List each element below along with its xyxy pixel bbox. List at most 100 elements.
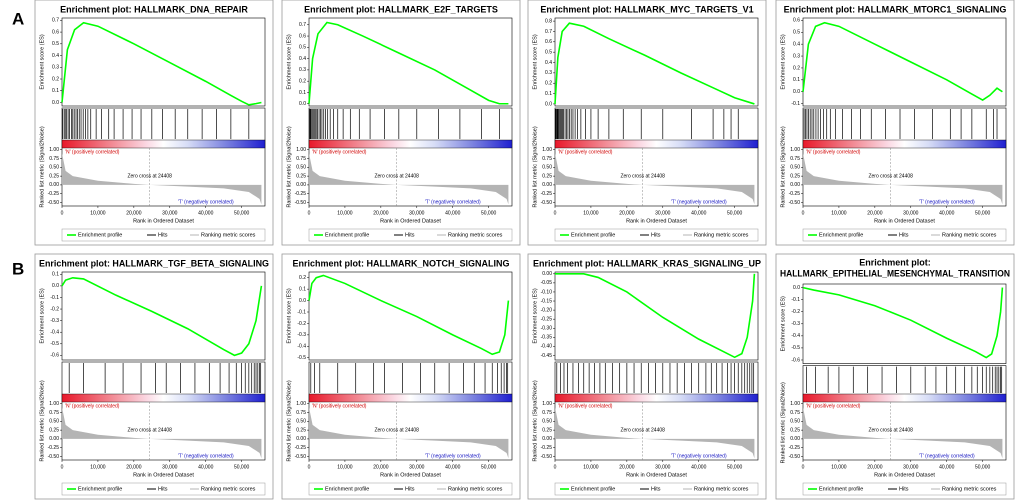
y2-tick-label: 0.00 <box>790 182 800 188</box>
y-tick-label: -0.10 <box>541 289 553 295</box>
chart-title: Enrichment plot: HALLMARK_E2F_TARGETS <box>304 4 498 14</box>
legend-label: Ranking metric scores <box>942 232 997 238</box>
pos-label: 'N' (positively correlated) <box>65 149 120 155</box>
y-axis-label: Enrichment score (ES) <box>39 34 45 89</box>
es-line <box>308 21 509 105</box>
panel-frame <box>34 253 274 500</box>
y-tick-label: 0.4 <box>545 60 552 66</box>
color-bar <box>61 393 266 403</box>
legend-label: Ranking metric scores <box>694 486 749 492</box>
y-tick-label: -0.35 <box>541 335 553 341</box>
x-tick-label: 0 <box>554 210 557 216</box>
y-axis-label: Enrichment score (ES) <box>780 34 786 89</box>
y2-tick-label: 0.00 <box>296 436 306 442</box>
x-tick-label: 0 <box>554 464 557 470</box>
y-tick-label: -0.2 <box>297 321 306 327</box>
chart-title: Enrichment plot: HALLMARK_MTORC1_SIGNALI… <box>784 4 1007 14</box>
es-line <box>61 21 262 106</box>
y-tick-label: 0.0 <box>793 89 800 95</box>
neg-label: 'T' (negatively correlated) <box>671 453 727 459</box>
y2-tick-label: 0.75 <box>296 410 306 416</box>
color-bar <box>802 393 1007 403</box>
y2-tick-label: 0.00 <box>542 436 552 442</box>
color-bar <box>61 139 266 149</box>
y-tick-label: 0.1 <box>793 77 800 83</box>
legend-label: Enrichment profile <box>78 486 122 492</box>
zero-cross-label: Zero cross at 24408 <box>620 173 665 179</box>
legend-label: Hits <box>651 486 661 492</box>
x-tick-label: 20,000 <box>619 210 635 216</box>
y2-tick-label: 0.25 <box>296 427 306 433</box>
legend-box <box>308 482 513 496</box>
x-tick-label: 40,000 <box>445 464 461 470</box>
es-frame <box>554 17 759 107</box>
x-tick-label: 40,000 <box>691 464 707 470</box>
y2-tick-label: -0.25 <box>541 445 553 451</box>
y-tick-label: 0.6 <box>52 29 59 35</box>
zero-cross-label: Zero cross at 24408 <box>127 173 172 179</box>
y-tick-label: -0.30 <box>541 326 553 332</box>
x-tick-label: 30,000 <box>162 210 178 216</box>
panel-frame <box>281 0 521 246</box>
legend-label: Hits <box>405 232 415 238</box>
y2-tick-label: -0.50 <box>48 454 60 460</box>
es-line <box>61 276 263 357</box>
es-line <box>802 286 1004 359</box>
y2-tick-label: 1.00 <box>296 147 306 153</box>
chart-title: Enrichment plot: <box>859 257 931 267</box>
y-tick-label: 0.5 <box>793 30 800 36</box>
y-axis-label: Enrichment score (ES) <box>286 34 292 89</box>
x-tick-label: 50,000 <box>234 464 250 470</box>
x-tick-label: 10,000 <box>337 464 353 470</box>
chart-title: Enrichment plot: HALLMARK_DNA_REPAIR <box>60 4 248 14</box>
chart-title: Enrichment plot: HALLMARK_KRAS_SIGNALING… <box>533 258 761 268</box>
y-tick-label: 0.3 <box>52 65 59 71</box>
x-tick-label: 0 <box>802 210 805 216</box>
y2-tick-label: 0.00 <box>790 436 800 442</box>
y-tick-label: 0.7 <box>52 18 59 24</box>
y2-tick-label: 1.00 <box>542 147 552 153</box>
y2-tick-label: 0.25 <box>790 173 800 179</box>
x-tick-label: 20,000 <box>126 464 142 470</box>
es-frame <box>554 271 759 361</box>
y2-tick-label: 1.00 <box>790 401 800 407</box>
y2-tick-label: -0.25 <box>789 191 801 197</box>
x-tick-label: 30,000 <box>903 210 919 216</box>
x-tick-label: 40,000 <box>939 464 955 470</box>
y-tick-label: 0.3 <box>545 70 552 76</box>
es-frame <box>61 17 266 107</box>
y-tick-label: 0.1 <box>52 272 59 278</box>
y2-tick-label: 1.00 <box>542 401 552 407</box>
legend-label: Hits <box>899 232 909 238</box>
y-tick-label: -0.3 <box>297 332 306 338</box>
y-axis-label: Enrichment score (ES) <box>780 296 786 351</box>
y2-tick-label: -0.25 <box>295 445 307 451</box>
x-tick-label: 10,000 <box>831 210 847 216</box>
pos-label: 'N' (positively correlated) <box>806 403 861 409</box>
x-tick-label: 10,000 <box>90 210 106 216</box>
x-tick-label: 40,000 <box>691 210 707 216</box>
es-frame <box>308 17 513 107</box>
y-tick-label: 0.6 <box>545 39 552 45</box>
y2-tick-label: 0.50 <box>49 165 59 171</box>
es-line <box>308 274 510 356</box>
x-axis-label: Rank in Ordered Dataset <box>133 472 194 478</box>
y2-tick-label: 1.00 <box>49 147 59 153</box>
y2-tick-label: 0.75 <box>542 410 552 416</box>
y-tick-label: -0.6 <box>791 357 800 363</box>
y2-tick-label: 0.00 <box>542 182 552 188</box>
y2-tick-label: 0.25 <box>542 173 552 179</box>
legend-box <box>61 482 266 496</box>
y-axis-label: Enrichment score (ES) <box>286 288 292 343</box>
y-tick-label: 0.8 <box>545 18 552 24</box>
y-tick-label: 0.4 <box>52 53 59 59</box>
y-tick-label: 0.1 <box>299 90 306 96</box>
y2-tick-label: 0.25 <box>49 173 59 179</box>
x-tick-label: 10,000 <box>583 210 599 216</box>
panel-frame <box>34 0 274 246</box>
y2-tick-label: 0.25 <box>296 173 306 179</box>
legend-label: Ranking metric scores <box>448 486 503 492</box>
x-tick-label: 50,000 <box>481 464 497 470</box>
es-frame <box>61 271 266 361</box>
y-tick-label: -0.1 <box>791 297 800 303</box>
